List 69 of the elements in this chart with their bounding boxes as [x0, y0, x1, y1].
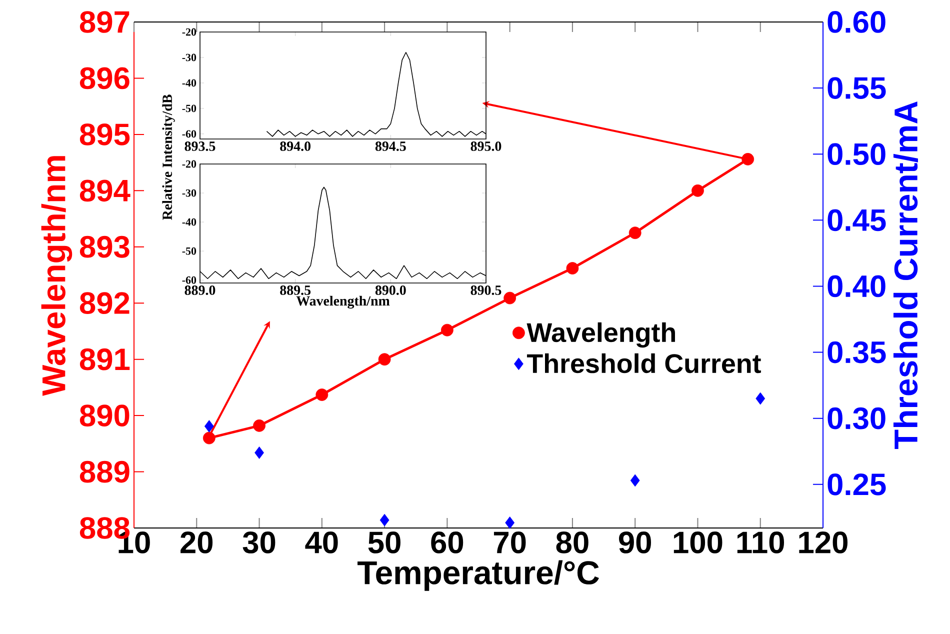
point: [316, 388, 328, 401]
y2-tick-label: 0.60: [828, 11, 886, 33]
x-tick-label: 889.5: [280, 286, 311, 295]
legend-label: Threshold Current: [526, 353, 761, 374]
x-tick-label: 889.0: [184, 286, 216, 295]
point: [204, 420, 214, 432]
point: [202, 432, 216, 444]
x-axis-title: Temperature/°C: [358, 560, 599, 591]
x-tick-label: 70: [494, 532, 526, 554]
y-tick-label: -50: [182, 104, 196, 112]
legend-label: Wavelength: [526, 322, 675, 348]
x-tick-label: 60: [431, 532, 464, 554]
x-tick-label: 50: [368, 532, 400, 554]
point: [378, 353, 391, 366]
y-tick-label: -60: [182, 130, 196, 138]
y-tick-label: -30: [182, 189, 196, 197]
x-tick-label: 120: [799, 532, 848, 554]
point: [505, 516, 515, 529]
y2-tick-label: 0.30: [828, 407, 886, 430]
point: [504, 292, 516, 304]
y-tick-label: 896: [80, 67, 130, 90]
x-tick-label: 894.5: [375, 142, 406, 151]
y-tick-label: 895: [80, 124, 130, 146]
y-tick-label: 893: [80, 236, 130, 258]
y2-tick-label: 0.40: [828, 275, 886, 298]
x-tick-label: 890.5: [470, 286, 502, 295]
x-tick-label: 30: [242, 532, 276, 554]
y-axis-title: Relative Intensity/dB: [162, 94, 175, 220]
y-tick-label: -30: [182, 54, 196, 62]
point: [253, 419, 266, 432]
x-tick-label: 90: [619, 532, 651, 554]
y-tick-label: 890: [80, 404, 130, 426]
x-tick-label: 80: [556, 532, 588, 554]
y2-tick-label: 0.25: [828, 473, 886, 496]
x-tick-label: 40: [305, 532, 338, 554]
point: [756, 392, 766, 405]
y2-tick-label: 0.50: [828, 143, 886, 166]
x-tick-label: 20: [180, 532, 213, 554]
y-tick-label: 897: [80, 11, 130, 33]
point: [742, 152, 754, 166]
x-tick-label: 894.0: [280, 142, 310, 151]
point: [566, 262, 579, 274]
y-tick-label: 892: [80, 292, 130, 314]
point: [628, 226, 642, 240]
x-axis-title: Wavelength/nm: [296, 296, 390, 309]
y2-tick-label: 0.55: [828, 77, 886, 99]
y2-tick-label: 0.35: [828, 341, 886, 364]
point: [692, 184, 704, 197]
y2-tick-label: 0.45: [828, 209, 886, 232]
y-tick-label: -20: [182, 28, 196, 36]
y-tick-label: 891: [80, 348, 130, 370]
x-tick-label: 893.5: [184, 142, 216, 151]
y-tick-label: -20: [182, 160, 196, 168]
y-tick-label: 894: [80, 180, 130, 202]
point: [380, 514, 390, 526]
y-tick-label: -40: [182, 218, 196, 226]
x-tick-label: 895.0: [470, 142, 502, 151]
y-tick-label: -50: [182, 247, 196, 255]
point: [440, 324, 454, 336]
point: [254, 446, 264, 459]
y-tick-label: 889: [80, 460, 130, 483]
y-tick-label: -40: [182, 79, 196, 87]
point: [630, 474, 640, 487]
y2-axis-title: Threshold Current/mA: [893, 101, 918, 450]
x-tick-label: 110: [737, 532, 784, 554]
x-tick-label: 100: [674, 532, 722, 554]
y-axis-title: Wavelength/nm: [41, 156, 72, 396]
y-tick-label: -60: [182, 276, 196, 284]
x-tick-label: 890.0: [375, 286, 406, 295]
